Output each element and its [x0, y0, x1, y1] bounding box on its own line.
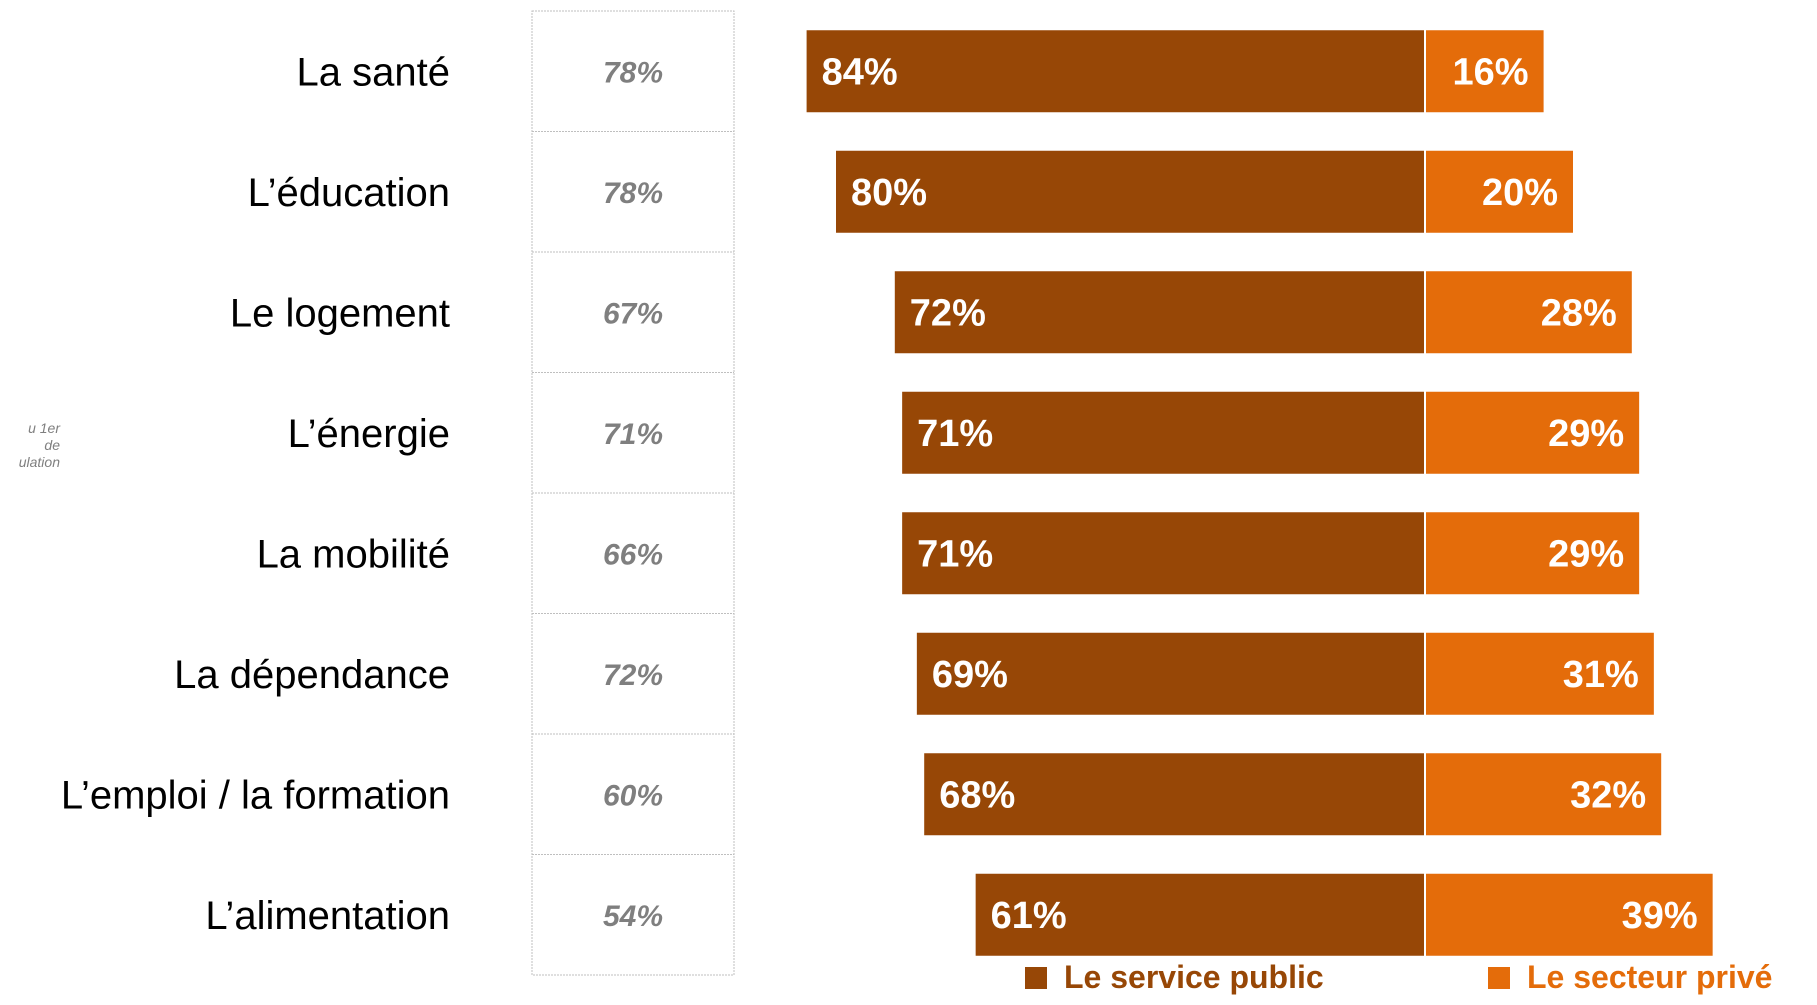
- category-label: Le logement: [230, 291, 450, 335]
- data-label-service-public: 80%: [851, 172, 927, 214]
- bar-service-public: [916, 632, 1424, 715]
- middle-column-value: 67%: [603, 297, 663, 330]
- legend-label-service-public: Le service public: [1064, 959, 1324, 995]
- data-label-secteur-prive: 29%: [1548, 413, 1624, 455]
- bar-service-public: [924, 753, 1424, 836]
- data-label-secteur-prive: 16%: [1453, 51, 1529, 93]
- legend-swatch-secteur-prive: [1488, 967, 1510, 989]
- middle-column-value: 66%: [603, 538, 663, 571]
- bar-secteur-prive: [1426, 30, 1544, 113]
- data-label-secteur-prive: 20%: [1482, 172, 1558, 214]
- data-label-service-public: 69%: [932, 654, 1008, 696]
- side-note: u 1er de ulation: [18, 420, 60, 470]
- middle-column-value: 71%: [603, 418, 663, 451]
- bar-secteur-prive: [1426, 150, 1573, 233]
- data-label-secteur-prive: 31%: [1563, 654, 1639, 696]
- data-label-service-public: 61%: [991, 895, 1067, 937]
- data-label-secteur-prive: 32%: [1570, 774, 1646, 816]
- bar-secteur-prive: [1426, 632, 1654, 715]
- bar-secteur-prive: [1426, 512, 1640, 595]
- data-label-service-public: 68%: [939, 774, 1015, 816]
- middle-column-value: 78%: [603, 56, 663, 89]
- category-label: L’énergie: [288, 412, 450, 456]
- data-label-service-public: 71%: [917, 533, 993, 575]
- category-label: La santé: [297, 50, 450, 94]
- category-label: La mobilité: [257, 532, 450, 576]
- data-label-secteur-prive: 29%: [1548, 533, 1624, 575]
- middle-column-value: 60%: [603, 779, 663, 812]
- bar-service-public: [902, 512, 1424, 595]
- category-label: L’alimentation: [205, 894, 450, 938]
- bar-service-public: [806, 30, 1424, 113]
- bar-service-public: [902, 391, 1424, 474]
- legend-swatch-service-public: [1025, 967, 1047, 989]
- data-label-service-public: 84%: [822, 51, 898, 93]
- bar-service-public: [836, 150, 1424, 233]
- bar-service-public: [894, 271, 1424, 354]
- bar-service-public: [975, 873, 1424, 956]
- bar-secteur-prive: [1426, 391, 1640, 474]
- data-label-secteur-prive: 28%: [1541, 292, 1617, 334]
- legend-label-secteur-prive: Le secteur privé: [1527, 959, 1772, 995]
- data-label-service-public: 71%: [917, 413, 993, 455]
- bar-secteur-prive: [1426, 271, 1632, 354]
- data-label-secteur-prive: 39%: [1622, 895, 1698, 937]
- data-label-service-public: 72%: [910, 292, 986, 334]
- category-label: La dépendance: [174, 653, 450, 697]
- middle-column-value: 54%: [603, 900, 663, 933]
- middle-column-value: 72%: [603, 659, 663, 692]
- middle-column-value: 78%: [603, 177, 663, 210]
- bar-secteur-prive: [1426, 873, 1713, 956]
- bar-secteur-prive: [1426, 753, 1662, 836]
- category-label: L’éducation: [248, 171, 450, 215]
- category-label: L’emploi / la formation: [61, 773, 450, 817]
